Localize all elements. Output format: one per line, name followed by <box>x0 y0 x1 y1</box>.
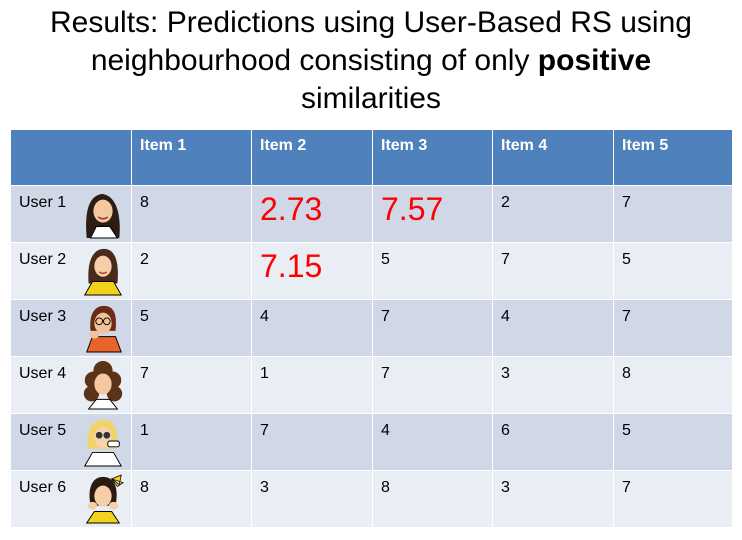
rating-value: 4 <box>381 422 390 439</box>
rating-cell: 2 <box>131 242 252 300</box>
page-title: Results: Predictions using User-Based RS… <box>0 4 742 118</box>
rating-value: 8 <box>140 194 149 211</box>
user-label: User 4 <box>19 365 67 382</box>
rating-value: 7 <box>260 422 269 439</box>
rating-cell: 8 <box>131 470 252 528</box>
header-item-1: Item 1 <box>131 129 252 186</box>
predicted-value: 7.57 <box>381 191 444 227</box>
rating-value: 7 <box>140 365 149 382</box>
user-label: User 3 <box>19 308 67 325</box>
rating-cell: 4 <box>372 413 493 471</box>
rating-cell: 5 <box>131 299 252 357</box>
table-row: User 4 7 1 7 3 8 <box>10 356 733 414</box>
rating-cell: 5 <box>613 413 733 471</box>
user-cell: User 4 <box>10 356 132 414</box>
rating-cell: 7 <box>131 356 252 414</box>
user-cell: User 1 <box>10 185 132 243</box>
rating-cell: 7.15 <box>251 242 373 300</box>
user-cell: User 6 <box>10 470 132 528</box>
header-item-2: Item 2 <box>251 129 373 186</box>
table-row: User 2 2 7.15 5 7 5 <box>10 242 733 300</box>
user-label: User 6 <box>19 479 67 496</box>
user-cell: User 2 <box>10 242 132 300</box>
ratings-table: Item 1 Item 2 Item 3 Item 4 Item 5 User … <box>10 129 733 528</box>
woman-yellow-shirt-icon <box>83 248 123 296</box>
user-cell: User 3 <box>10 299 132 357</box>
rating-value: 4 <box>260 308 269 325</box>
rating-cell: 3 <box>492 356 614 414</box>
rating-cell: 7 <box>613 470 733 528</box>
rating-cell: 7 <box>372 356 493 414</box>
title-line-1: Results: Predictions using User-Based RS… <box>50 6 692 39</box>
rating-cell: 7 <box>613 299 733 357</box>
rating-cell: 5 <box>372 242 493 300</box>
rating-value: 5 <box>622 251 631 268</box>
rating-value: 7 <box>622 479 631 496</box>
header-row: Item 1 Item 2 Item 3 Item 4 Item 5 <box>10 129 733 186</box>
rating-value: 6 <box>501 422 510 439</box>
rating-value: 7 <box>381 365 390 382</box>
rating-value: 1 <box>140 422 149 439</box>
rating-value: 7 <box>381 308 390 325</box>
rating-value: 7 <box>501 251 510 268</box>
rating-value: 1 <box>260 365 269 382</box>
rating-value: 5 <box>622 422 631 439</box>
rating-cell: 3 <box>492 470 614 528</box>
rating-value: 3 <box>501 365 510 382</box>
rating-value: 3 <box>501 479 510 496</box>
rating-value: 2 <box>501 194 510 211</box>
rating-cell: 5 <box>613 242 733 300</box>
rating-cell: 1 <box>131 413 252 471</box>
woman-bow-icon <box>85 474 125 524</box>
rating-value: 7 <box>622 308 631 325</box>
rating-cell: 7 <box>492 242 614 300</box>
rating-cell: 1 <box>251 356 373 414</box>
rating-value: 8 <box>622 365 631 382</box>
table-row: User 5 1 7 4 6 5 <box>10 413 733 471</box>
title-line-2: neighbourhood consisting of only positiv… <box>0 42 742 80</box>
woman-curly-hair-icon <box>83 361 123 410</box>
rating-value: 4 <box>501 308 510 325</box>
rating-value: 8 <box>140 479 149 496</box>
rating-cell: 7 <box>251 413 373 471</box>
rating-cell: 4 <box>251 299 373 357</box>
table-row: User 3 5 4 7 4 7 <box>10 299 733 357</box>
title-line-2-text: neighbourhood consisting of only <box>90 44 538 77</box>
header-item-3: Item 3 <box>372 129 493 186</box>
user-label: User 1 <box>19 194 67 211</box>
woman-face-icon <box>86 193 120 239</box>
predicted-value: 2.73 <box>260 191 323 227</box>
rating-value: 2 <box>140 251 149 268</box>
rating-cell: 8 <box>613 356 733 414</box>
rating-cell: 7 <box>613 185 733 243</box>
woman-glasses-icon <box>85 305 122 353</box>
predicted-value: 7.15 <box>260 248 323 284</box>
header-corner <box>10 129 132 186</box>
woman-phone-icon <box>83 419 123 467</box>
rating-cell: 2.73 <box>251 185 373 243</box>
rating-cell: 8 <box>131 185 252 243</box>
rating-cell: 7.57 <box>372 185 493 243</box>
rating-cell: 2 <box>492 185 614 243</box>
user-label: User 2 <box>19 251 67 268</box>
header-item-4: Item 4 <box>492 129 614 186</box>
rating-cell: 3 <box>251 470 373 528</box>
rating-cell: 8 <box>372 470 493 528</box>
rating-cell: 4 <box>492 299 614 357</box>
rating-cell: 6 <box>492 413 614 471</box>
rating-value: 7 <box>622 194 631 211</box>
title-line-3: similarities <box>300 82 441 115</box>
title-emphasis: positive <box>537 44 652 77</box>
rating-value: 5 <box>140 308 149 325</box>
rating-value: 8 <box>381 479 390 496</box>
table-row: User 6 8 3 8 3 7 <box>10 470 733 528</box>
rating-value: 5 <box>381 251 390 268</box>
user-cell: User 5 <box>10 413 132 471</box>
rating-cell: 7 <box>372 299 493 357</box>
table-row: User 1 8 2.73 7.57 2 7 <box>10 185 733 243</box>
rating-value: 3 <box>260 479 269 496</box>
header-item-5: Item 5 <box>613 129 733 186</box>
user-label: User 5 <box>19 422 67 439</box>
